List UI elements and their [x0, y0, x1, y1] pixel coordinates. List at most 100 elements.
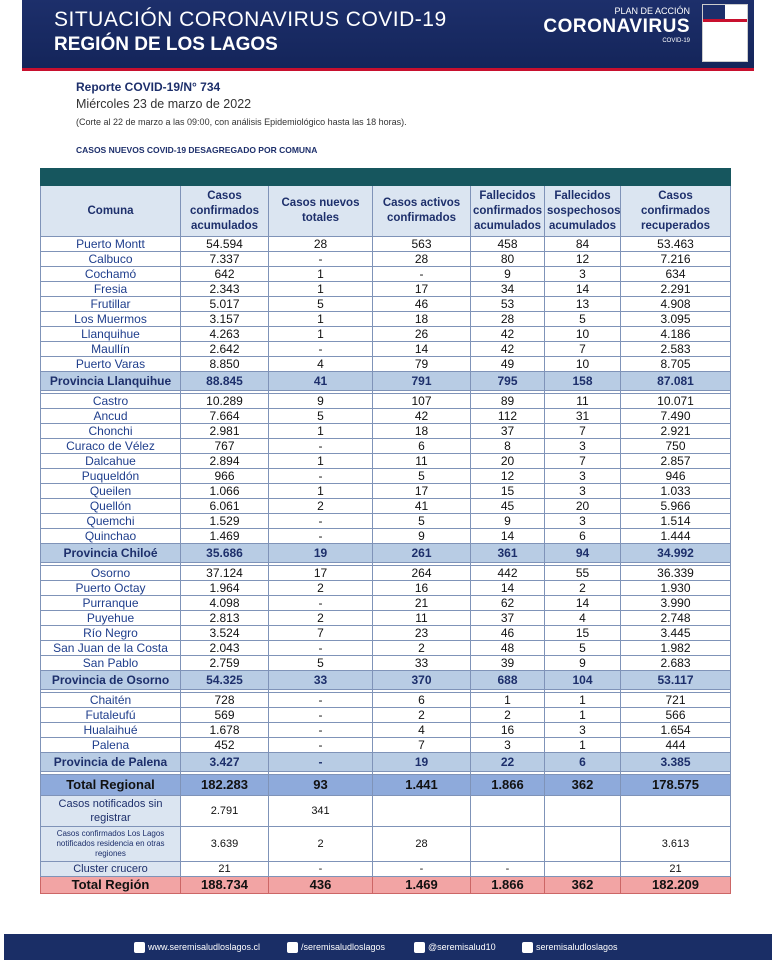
cell: 1.678: [180, 722, 269, 738]
cell: 48: [470, 640, 545, 656]
cell: 362: [544, 876, 621, 894]
cell: 84: [544, 236, 621, 252]
cell: 728: [180, 692, 269, 708]
section-title: CASOS NUEVOS COVID-19 DESAGREGADO POR CO…: [76, 145, 318, 155]
cell: 87.081: [620, 371, 731, 391]
cell: 642: [180, 266, 269, 282]
cell: 9: [268, 393, 373, 409]
footer: www.seremisaludloslagos.cl/seremisaludlo…: [4, 934, 772, 960]
cell: 1.654: [620, 722, 731, 738]
cell: 16: [470, 722, 545, 738]
cell: 436: [268, 876, 373, 894]
cell: 2.813: [180, 610, 269, 626]
cell: 2: [544, 580, 621, 596]
comuna-row: Palena 452-7 3 1 444: [40, 737, 731, 753]
cell: 46: [470, 625, 545, 641]
cell: 1.514: [620, 513, 731, 529]
cell: 2.642: [180, 341, 269, 357]
cell: 15: [544, 625, 621, 641]
footer-text: www.seremisaludloslagos.cl: [148, 942, 261, 952]
cell: 33: [268, 670, 373, 690]
cell: 14: [544, 281, 621, 297]
cell: 10.071: [620, 393, 731, 409]
cell: 362: [544, 774, 621, 796]
row-label: Total Región: [40, 876, 181, 894]
cell: 10: [544, 326, 621, 342]
cell: 6: [372, 438, 471, 454]
column-header: Fallecidos confirmados acumulados: [470, 185, 545, 237]
cell: 36.339: [620, 565, 731, 581]
row-label: Cluster crucero: [40, 861, 181, 877]
cell: 20: [544, 498, 621, 514]
cell: 1.469: [372, 876, 471, 894]
cell: 94: [544, 543, 621, 563]
cell: 1: [470, 692, 545, 708]
row-label: Puerto Montt: [40, 236, 181, 252]
column-header: Comuna: [40, 185, 181, 237]
cell: 18: [372, 311, 471, 327]
cell: 6: [544, 528, 621, 544]
cell: 3.524: [180, 625, 269, 641]
footer-item: www.seremisaludloslagos.cl: [134, 942, 261, 954]
cell: 442: [470, 565, 545, 581]
row-label: Queilen: [40, 483, 181, 499]
cell: 4.186: [620, 326, 731, 342]
cell: 13: [544, 296, 621, 312]
cell: 5: [268, 655, 373, 671]
cell: 2.291: [620, 281, 731, 297]
cell: 2.759: [180, 655, 269, 671]
cell: 7.664: [180, 408, 269, 424]
cell: 634: [620, 266, 731, 282]
cell: 21: [620, 861, 731, 877]
cell: 1.964: [180, 580, 269, 596]
comuna-row: Los Muermos 3.157 1 18 28 5 3.095: [40, 311, 731, 327]
row-label: Calbuco: [40, 251, 181, 267]
comuna-row: Ancud 7.664 5 42 112 31 7.490: [40, 408, 731, 424]
logo-top: PLAN DE ACCIÓN: [614, 6, 690, 16]
cell: 5: [544, 311, 621, 327]
row-label: Los Muermos: [40, 311, 181, 327]
row-label: San Pablo: [40, 655, 181, 671]
comuna-row: Osorno 37.124 17 264 442 55 36.339: [40, 565, 731, 581]
cell: 7.337: [180, 251, 269, 267]
cell: 750: [620, 438, 731, 454]
cell: 2: [268, 826, 373, 862]
cell: 107: [372, 393, 471, 409]
cell: 966: [180, 468, 269, 484]
cell: -: [372, 266, 471, 282]
comuna-row: Maullín 2.642-14 42 7 2.583: [40, 341, 731, 357]
cell: 9: [372, 528, 471, 544]
row-label: Llanquihue: [40, 326, 181, 342]
comuna-row: Puerto Montt 54.594 28 563 458 84 53.463: [40, 236, 731, 252]
cell: -: [268, 707, 373, 723]
row-label: Curaco de Vélez: [40, 438, 181, 454]
cell: 791: [372, 371, 471, 391]
band-cell: [268, 168, 373, 186]
comuna-row: Purranque 4.098-21 62 14 3.990: [40, 595, 731, 611]
cell: 3.613: [620, 826, 731, 862]
comuna-row: Hualaihué 1.678-4 16 3 1.654: [40, 722, 731, 738]
cell: 31: [544, 408, 621, 424]
cell: 79: [372, 356, 471, 372]
cell: 37: [470, 610, 545, 626]
band-cell: [470, 168, 545, 186]
cell: 34.992: [620, 543, 731, 563]
extra-row: Cluster crucero 21- - -21: [40, 861, 731, 877]
cell: 5.966: [620, 498, 731, 514]
cell: 1: [268, 311, 373, 327]
cell: 4.263: [180, 326, 269, 342]
row-label: Ancud: [40, 408, 181, 424]
comuna-row: Calbuco 7.337-28 80 12 7.216: [40, 251, 731, 267]
cell: [620, 795, 731, 827]
cell: 458: [470, 236, 545, 252]
comuna-row: Dalcahue 2.894 1 11 20 7 2.857: [40, 453, 731, 469]
row-label: Frutillar: [40, 296, 181, 312]
cell: 21: [180, 861, 269, 877]
comuna-row: San Juan de la Costa 2.043-2 48 5 1.982: [40, 640, 731, 656]
logo: PLAN DE ACCIÓN CORONAVIRUS COVID-19: [530, 6, 690, 44]
cell: 11: [372, 453, 471, 469]
cell: 21: [372, 595, 471, 611]
cell: [544, 826, 621, 862]
province-row: Provincia de Palena 3.427-19 22 6 3.385: [40, 752, 731, 772]
cell: 53: [470, 296, 545, 312]
